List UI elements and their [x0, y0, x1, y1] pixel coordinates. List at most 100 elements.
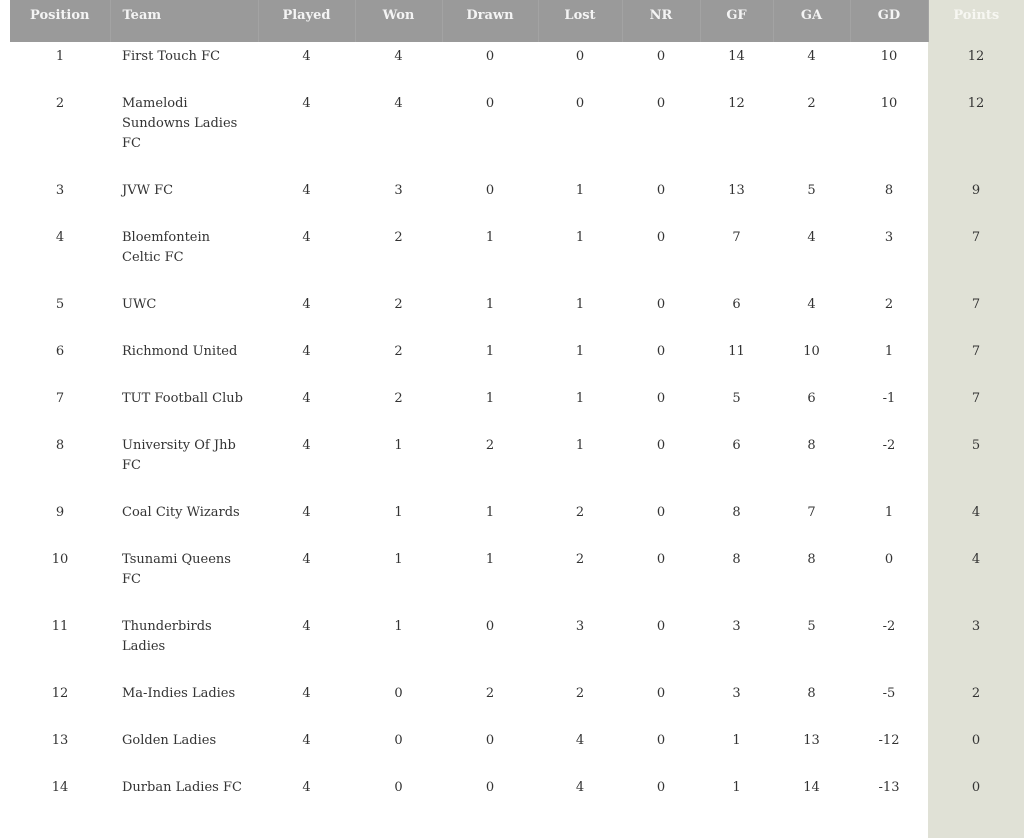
cell-drawn: 0	[485, 733, 495, 748]
table-row: 6 Richmond United 4 2 1 1 0 11 10 1 7	[10, 337, 1024, 384]
cell-ga: 7	[807, 505, 816, 520]
cell-lost: 2	[575, 686, 585, 701]
cell-won: 0	[394, 780, 403, 795]
cell-position: 12	[51, 686, 69, 701]
cell-played: 4	[302, 686, 311, 701]
table-row: 4 Bloemfontein Celtic FC 4 2 1 1 0 7 4 3 7	[10, 223, 1024, 290]
cell-team: Mamelodi Sundowns Ladies FC	[122, 96, 238, 151]
cell-position: 13	[51, 733, 69, 748]
cell-gf: 6	[732, 297, 741, 312]
cell-position: 5	[55, 297, 65, 312]
league-standings-table: Position Team Played Won Drawn Lost NR GF GA GD Po…	[10, 0, 1024, 838]
cell-nr: 0	[656, 230, 666, 245]
cell-won: 2	[394, 297, 403, 312]
cell-points: 0	[928, 773, 1024, 838]
cell-points: 7	[928, 384, 1024, 431]
cell-team: TUT Football Club	[122, 391, 243, 406]
cell-won: 3	[394, 183, 403, 198]
column-header-gd[interactable]: GD	[850, 0, 929, 42]
table-row: 10 Tsunami Queens FC 4 1 1 2 0 8 8 0 4	[10, 545, 1024, 612]
cell-played: 4	[302, 391, 311, 406]
cell-position: 9	[55, 505, 65, 520]
column-header-gf[interactable]: GF	[700, 0, 774, 42]
cell-lost: 1	[575, 230, 585, 245]
cell-drawn: 1	[485, 344, 495, 359]
column-header-ga[interactable]: GA	[773, 0, 851, 42]
cell-drawn: 1	[485, 552, 495, 567]
table-row: 13 Golden Ladies 4 0 0 4 0 1 13 -12 0	[10, 726, 1024, 773]
cell-nr: 0	[656, 438, 666, 453]
cell-won: 4	[394, 96, 403, 111]
cell-gf: 3	[732, 686, 741, 701]
cell-ga: 10	[803, 344, 820, 359]
cell-nr: 0	[656, 552, 666, 567]
cell-nr: 0	[656, 344, 666, 359]
cell-points: 7	[928, 337, 1024, 384]
cell-won: 0	[394, 733, 403, 748]
column-header-lost[interactable]: Lost	[538, 0, 623, 42]
column-header-team[interactable]: Team	[110, 0, 259, 42]
cell-points: 4	[928, 498, 1024, 545]
cell-played: 4	[302, 183, 311, 198]
cell-drawn: 1	[485, 391, 495, 406]
cell-lost: 1	[575, 183, 585, 198]
cell-lost: 1	[575, 438, 585, 453]
cell-gf: 1	[732, 780, 741, 795]
cell-gd: 10	[880, 49, 898, 64]
cell-gd: -1	[882, 391, 896, 406]
cell-team: Durban Ladies FC	[122, 780, 242, 795]
cell-team: University Of Jhb FC	[122, 438, 236, 473]
cell-ga: 5	[807, 619, 816, 634]
cell-won: 4	[394, 49, 403, 64]
table-row: 11 Thunderbirds Ladies 4 1 0 3 0 3 5 -2 3	[10, 612, 1024, 679]
column-header-drawn[interactable]: Drawn	[442, 0, 539, 42]
cell-ga: 5	[807, 183, 816, 198]
cell-team: Tsunami Queens FC	[122, 552, 231, 587]
cell-points: 7	[928, 223, 1024, 290]
cell-lost: 3	[575, 619, 585, 634]
column-header-points[interactable]: Points	[928, 0, 1024, 42]
cell-lost: 2	[575, 552, 585, 567]
cell-lost: 2	[575, 505, 585, 520]
cell-lost: 1	[575, 297, 585, 312]
column-header-nr[interactable]: NR	[622, 0, 701, 42]
cell-points: 2	[928, 679, 1024, 726]
cell-gf: 3	[732, 619, 741, 634]
cell-gd: -2	[882, 438, 896, 453]
cell-gf: 11	[728, 344, 745, 359]
column-header-position[interactable]: Position	[10, 0, 111, 42]
cell-team: First Touch FC	[122, 49, 221, 64]
cell-nr: 0	[656, 49, 666, 64]
cell-position: 6	[55, 344, 65, 359]
cell-nr: 0	[656, 391, 666, 406]
cell-drawn: 0	[485, 780, 495, 795]
cell-lost: 1	[575, 391, 585, 406]
cell-drawn: 2	[485, 686, 495, 701]
cell-gf: 8	[732, 505, 741, 520]
cell-lost: 1	[575, 344, 585, 359]
cell-position: 11	[51, 619, 69, 634]
cell-lost: 4	[575, 733, 585, 748]
cell-gf: 6	[732, 438, 741, 453]
cell-lost: 4	[575, 780, 585, 795]
cell-played: 4	[302, 297, 311, 312]
cell-position: 8	[55, 438, 65, 453]
cell-team: Golden Ladies	[122, 733, 217, 748]
table-row: 8 University Of Jhb FC 4 1 2 1 0 6 8 -2 5	[10, 431, 1024, 498]
cell-gd: 3	[884, 230, 894, 245]
cell-position: 3	[55, 183, 65, 198]
cell-won: 1	[394, 505, 403, 520]
cell-gf: 7	[732, 230, 741, 245]
cell-points: 7	[928, 290, 1024, 337]
cell-gd: 2	[884, 297, 894, 312]
cell-points: 5	[928, 431, 1024, 498]
cell-gd: -2	[882, 619, 896, 634]
table-header-row: Position Team Played Won Drawn Lost NR GF GA GD Po…	[10, 0, 1024, 42]
cell-drawn: 0	[485, 183, 495, 198]
cell-played: 4	[302, 505, 311, 520]
cell-gd: 8	[884, 183, 894, 198]
column-header-won[interactable]: Won	[355, 0, 443, 42]
cell-position: 14	[51, 780, 69, 795]
column-header-played[interactable]: Played	[258, 0, 356, 42]
table-row: 5 UWC 4 2 1 1 0 6 4 2 7	[10, 290, 1024, 337]
